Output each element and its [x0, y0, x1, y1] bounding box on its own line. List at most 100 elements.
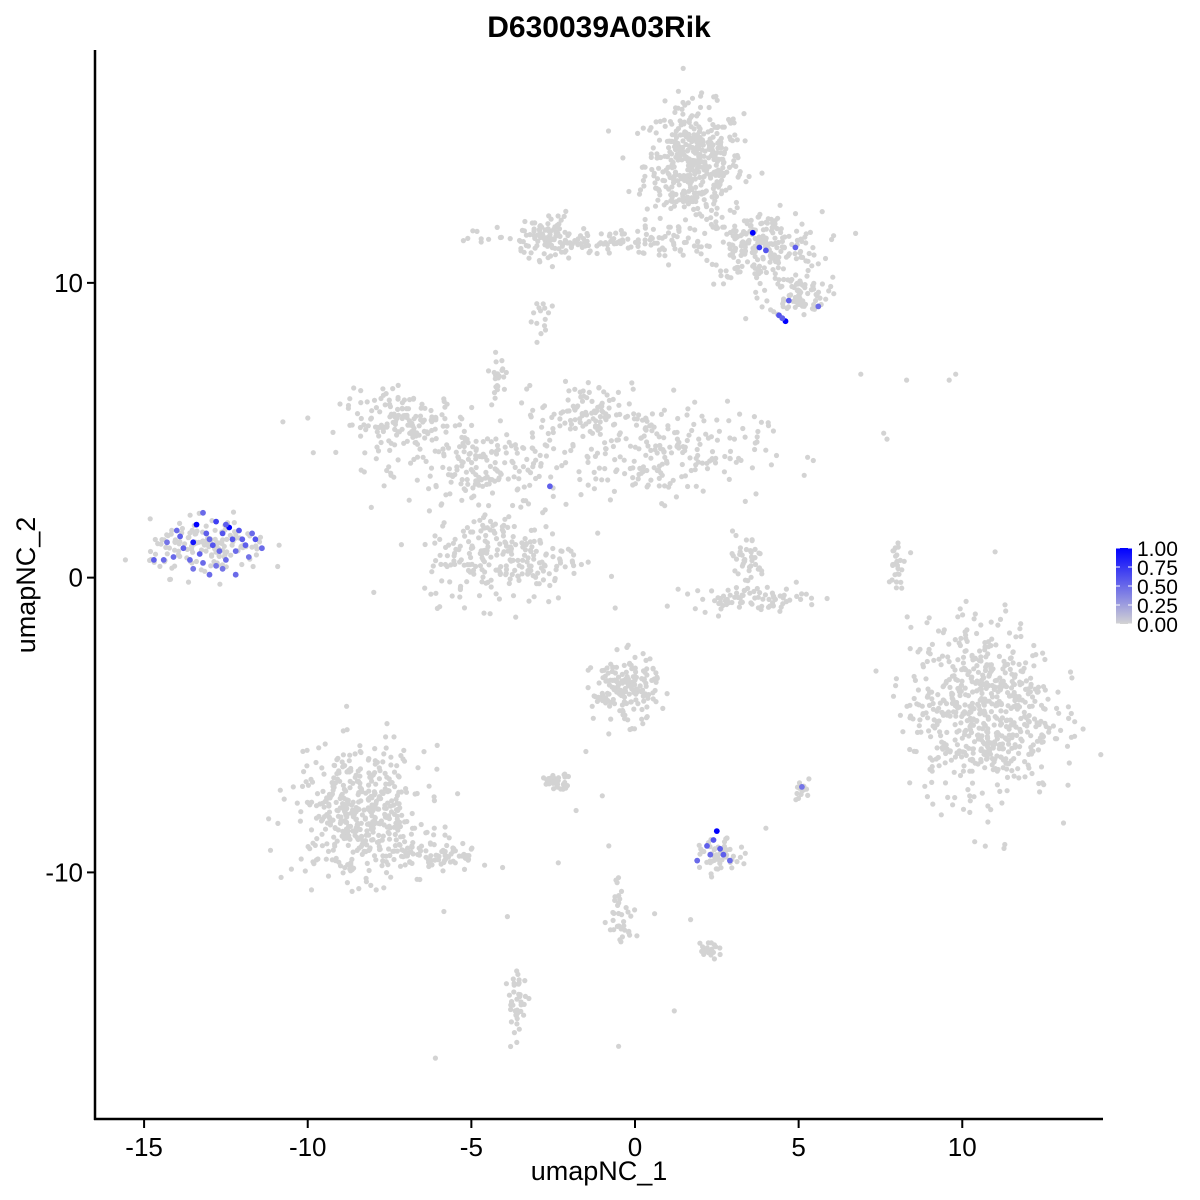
cell-point [977, 706, 983, 713]
cell-point [386, 836, 393, 842]
expressing-cell-point [206, 536, 213, 543]
cell-point [591, 693, 597, 699]
cell-point [471, 571, 477, 577]
cell-point [571, 563, 577, 569]
cell-point [503, 369, 509, 376]
cell-point [404, 406, 410, 412]
cell-point [633, 669, 639, 675]
cell-point [371, 397, 378, 403]
cell-point [216, 553, 222, 559]
cell-point [516, 1026, 522, 1032]
cell-point [444, 442, 450, 448]
cell-point [930, 723, 936, 729]
cell-point [625, 909, 631, 915]
cell-point [756, 550, 762, 556]
cell-point [492, 460, 498, 466]
cell-point [619, 912, 625, 918]
cell-point [1025, 691, 1031, 697]
cell-point [366, 867, 372, 874]
cell-point [662, 253, 668, 259]
cell-point [731, 436, 738, 442]
cell-point [628, 662, 634, 668]
cell-point [314, 791, 321, 797]
cell-point [422, 541, 428, 548]
cell-point [531, 556, 537, 562]
cell-point [634, 933, 640, 939]
cell-point [975, 669, 982, 675]
cell-point [415, 765, 421, 771]
cell-point [391, 811, 398, 818]
cell-point [460, 840, 466, 847]
cell-point [651, 424, 657, 430]
cell-point [669, 162, 675, 168]
cell-point [953, 371, 959, 377]
cell-point [621, 231, 628, 237]
cell-point [663, 184, 669, 190]
cell-point [495, 373, 501, 379]
cell-point [620, 239, 626, 245]
cell-point [418, 821, 424, 828]
cell-point [985, 803, 991, 809]
cell-point [330, 847, 336, 853]
cell-point [390, 802, 397, 808]
cell-point [398, 753, 404, 759]
cell-point [566, 255, 572, 261]
cell-point [931, 717, 937, 723]
cell-point [714, 417, 720, 423]
cell-point [798, 248, 804, 255]
cell-point [1046, 729, 1052, 735]
cell-point [680, 111, 686, 117]
cell-point [520, 464, 527, 470]
cell-point [358, 415, 364, 422]
cell-point [916, 723, 922, 729]
cell-point [383, 805, 389, 812]
cell-point [405, 422, 411, 428]
cell-point [349, 801, 355, 808]
cell-point [893, 683, 899, 689]
cell-point [1015, 766, 1021, 772]
cell-point [373, 405, 379, 411]
cell-point [703, 188, 709, 194]
cell-point [630, 482, 636, 488]
cell-point [413, 433, 419, 439]
cell-point [988, 709, 995, 715]
cell-point [995, 766, 1001, 773]
cell-point [763, 447, 769, 453]
cell-point [377, 768, 383, 774]
cell-point [305, 415, 311, 421]
cell-point [354, 411, 361, 417]
cell-point [522, 993, 529, 1000]
cell-point [996, 746, 1002, 752]
expressing-cell-point [160, 557, 167, 563]
cell-point [1035, 747, 1041, 753]
cell-point [392, 843, 398, 849]
cell-point [568, 447, 574, 454]
cell-point [502, 539, 508, 545]
cell-point [673, 154, 679, 160]
cell-point [502, 444, 508, 450]
cell-point [752, 243, 758, 249]
cell-point [995, 731, 1001, 737]
cell-point [514, 1021, 520, 1027]
cell-point [527, 412, 534, 418]
cell-point [602, 919, 608, 926]
cell-point [357, 826, 363, 833]
cell-point [473, 438, 479, 444]
cell-point [549, 236, 555, 242]
cell-point [509, 571, 515, 578]
cell-point [462, 437, 468, 443]
cell-point [501, 374, 507, 380]
cell-point [256, 539, 263, 545]
cell-point [811, 280, 817, 286]
cell-point [588, 665, 594, 671]
cell-point [538, 565, 545, 571]
cell-point [529, 220, 535, 226]
cell-point [792, 251, 798, 257]
cell-point [470, 228, 476, 234]
cell-point [567, 240, 573, 246]
cell-point [926, 646, 932, 652]
cell-point [603, 417, 609, 423]
cell-point [449, 593, 455, 599]
expressing-cell-point [209, 542, 216, 549]
cell-point [406, 418, 412, 424]
